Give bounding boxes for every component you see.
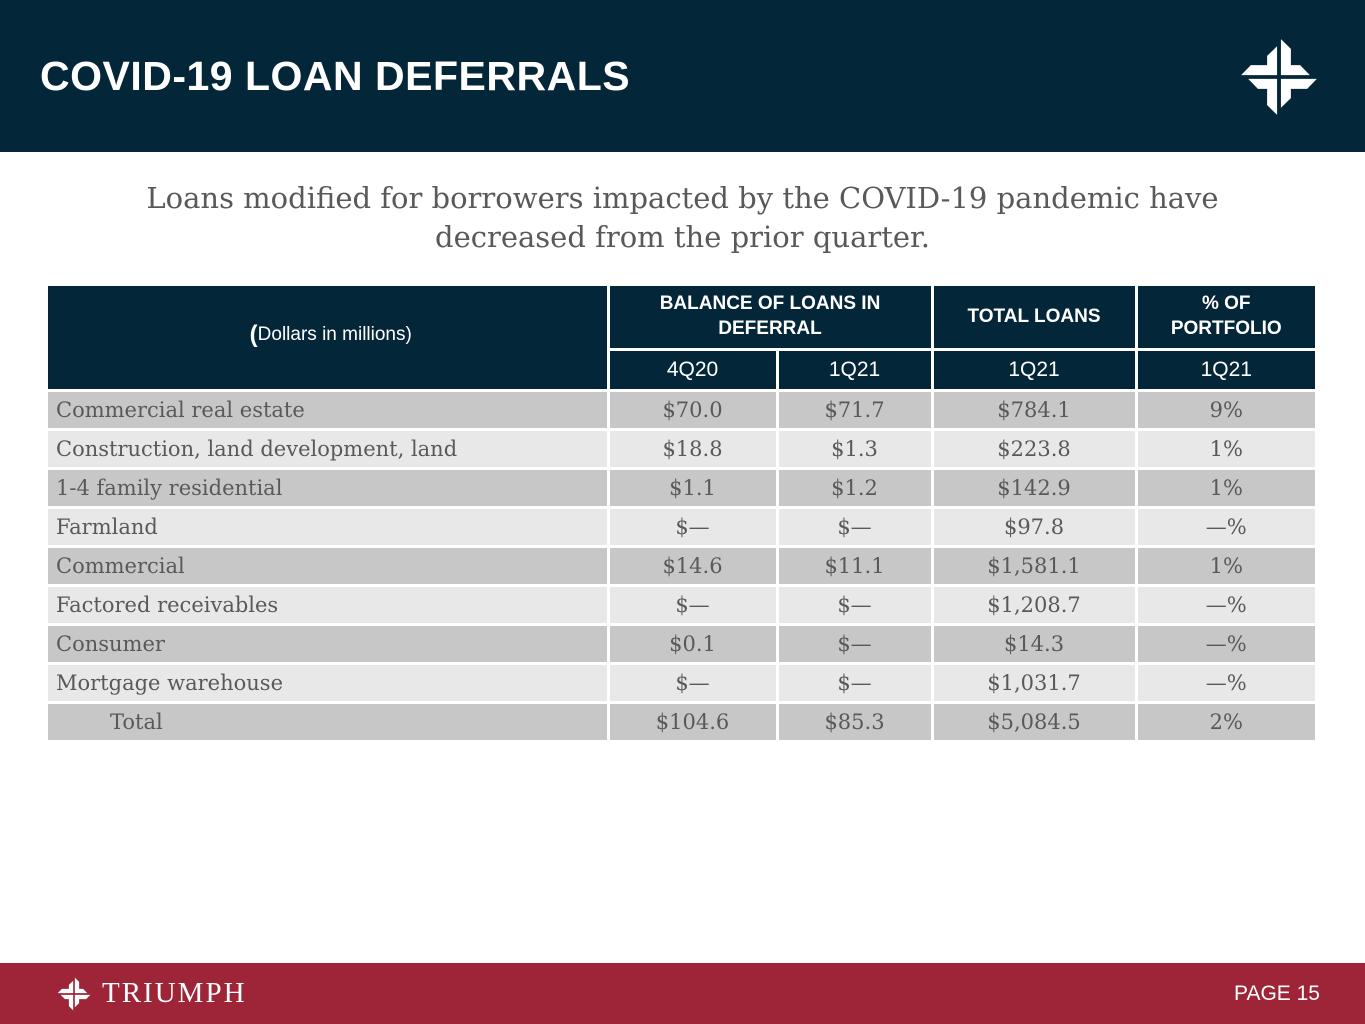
row-label: Farmland — [48, 506, 610, 549]
cell-deferral-4q20: $14.6 — [606, 545, 779, 588]
cell-deferral-4q20: $104.6 — [606, 701, 779, 741]
table-row: Commercial $14.6 $11.1 $1,581.1 1% — [48, 545, 1316, 588]
row-label: Commercial real estate — [48, 389, 610, 432]
table-row: Mortgage warehouse $— $— $1,031.7 —% — [48, 662, 1316, 705]
cell-pct-portfolio-1q21: —% — [1134, 623, 1316, 666]
cell-total-loans-1q21: $784.1 — [930, 389, 1138, 432]
col-group-total-loans: TOTAL LOANS — [930, 286, 1138, 352]
page-number: PAGE 15 — [1234, 981, 1320, 1005]
cell-deferral-1q21: $— — [775, 623, 934, 666]
cell-deferral-1q21: $— — [775, 662, 934, 705]
table-row: Construction, land development, land $18.… — [48, 428, 1316, 471]
brand: TRIUMPH — [55, 975, 247, 1013]
cell-deferral-1q21: $11.1 — [775, 545, 934, 588]
row-label: Mortgage warehouse — [48, 662, 610, 705]
cell-deferral-4q20: $18.8 — [606, 428, 779, 471]
row-label: Consumer — [48, 623, 610, 666]
footer-bar: TRIUMPH PAGE 15 — [0, 963, 1365, 1024]
cell-deferral-4q20: $70.0 — [606, 389, 779, 432]
cell-deferral-1q21: $85.3 — [775, 701, 934, 741]
triumph-cross-icon — [1241, 39, 1317, 115]
cell-pct-portfolio-1q21: —% — [1134, 584, 1316, 627]
subtitle-line1: Loans modified for borrowers impacted by… — [146, 181, 1219, 215]
cell-pct-portfolio-1q21: —% — [1134, 506, 1316, 549]
loan-deferrals-table: (Dollars in millions) BALANCE OF LOANS I… — [48, 286, 1316, 741]
cell-deferral-4q20: $— — [606, 662, 779, 705]
subheader-deferral-1q21: 1Q21 — [775, 348, 934, 393]
units-note-cell: (Dollars in millions) — [48, 286, 610, 393]
subtitle-line2: decreased from the prior quarter. — [435, 219, 930, 254]
subheader-deferral-4q20: 4Q20 — [608, 348, 779, 393]
cell-pct-portfolio-1q21: 9% — [1134, 389, 1316, 432]
table-row: Farmland $— $— $97.8 —% — [48, 506, 1316, 549]
subheader-pct-portfolio-1q21: 1Q21 — [1134, 348, 1316, 393]
cell-deferral-1q21: $71.7 — [775, 389, 934, 432]
subheader-total-loans-1q21: 1Q21 — [930, 348, 1138, 393]
page-title: COVID-19 LOAN DEFERRALS — [40, 52, 631, 99]
triumph-cross-icon — [57, 977, 91, 1010]
cell-total-loans-1q21: $97.8 — [930, 506, 1138, 549]
cell-total-loans-1q21: $14.3 — [930, 623, 1138, 666]
cell-pct-portfolio-1q21: 1% — [1134, 545, 1316, 588]
col-group-pct-of-portfolio: % OF PORTFOLIO — [1134, 286, 1316, 352]
cell-deferral-4q20: $— — [606, 584, 779, 627]
cell-pct-portfolio-1q21: 2% — [1134, 701, 1316, 741]
table-row: Commercial real estate $70.0 $71.7 $784.1 9% — [48, 389, 1316, 432]
table-body: Commercial real estate $70.0 $71.7 $784.1 9%… — [48, 389, 1316, 741]
cell-total-loans-1q21: $1,208.7 — [930, 584, 1138, 627]
cell-total-loans-1q21: $5,084.5 — [930, 701, 1138, 741]
cell-deferral-1q21: $— — [775, 506, 934, 549]
title-bar: COVID-19 LOAN DEFERRALS — [0, 0, 1365, 152]
cell-deferral-1q21: $1.3 — [775, 428, 934, 471]
table-row: Consumer $0.1 $— $14.3 —% — [48, 623, 1316, 666]
cell-deferral-4q20: $— — [606, 506, 779, 549]
row-label: 1-4 family residential — [48, 467, 610, 510]
cell-total-loans-1q21: $1,031.7 — [930, 662, 1138, 705]
table-row-total: Total $104.6 $85.3 $5,084.5 2% — [48, 701, 1316, 741]
cell-total-loans-1q21: $142.9 — [930, 467, 1138, 510]
cell-total-loans-1q21: $223.8 — [930, 428, 1138, 471]
cell-pct-portfolio-1q21: —% — [1134, 662, 1316, 705]
cell-deferral-4q20: $1.1 — [606, 467, 779, 510]
table-row: 1-4 family residential $1.1 $1.2 $142.9 1% — [48, 467, 1316, 510]
cell-deferral-1q21: $— — [775, 584, 934, 627]
cell-pct-portfolio-1q21: 1% — [1134, 428, 1316, 471]
row-label: Factored receivables — [48, 584, 610, 627]
row-label: Commercial — [48, 545, 610, 588]
cell-total-loans-1q21: $1,581.1 — [930, 545, 1138, 588]
col-group-balance-of-loans-in-deferral: BALANCE OF LOANS IN DEFERRAL — [606, 286, 934, 352]
column-group-header-row: (Dollars in millions) BALANCE OF LOANS I… — [48, 286, 1316, 393]
table-row: Factored receivables $— $— $1,208.7 —% — [48, 584, 1316, 627]
subtitle: Loans modified for borrowers impacted by… — [0, 179, 1365, 256]
row-label: Total — [48, 701, 610, 741]
brand-name: TRIUMPH — [102, 977, 247, 1009]
row-label: Construction, land development, land — [48, 428, 610, 471]
period-subheader-row: 4Q20 1Q21 1Q21 1Q21 — [48, 348, 1316, 393]
cell-deferral-1q21: $1.2 — [775, 467, 934, 510]
units-note-paren: ( — [249, 321, 258, 349]
units-note-text: Dollars in millions) — [257, 324, 412, 346]
cell-deferral-4q20: $0.1 — [606, 623, 779, 666]
cell-pct-portfolio-1q21: 1% — [1134, 467, 1316, 510]
